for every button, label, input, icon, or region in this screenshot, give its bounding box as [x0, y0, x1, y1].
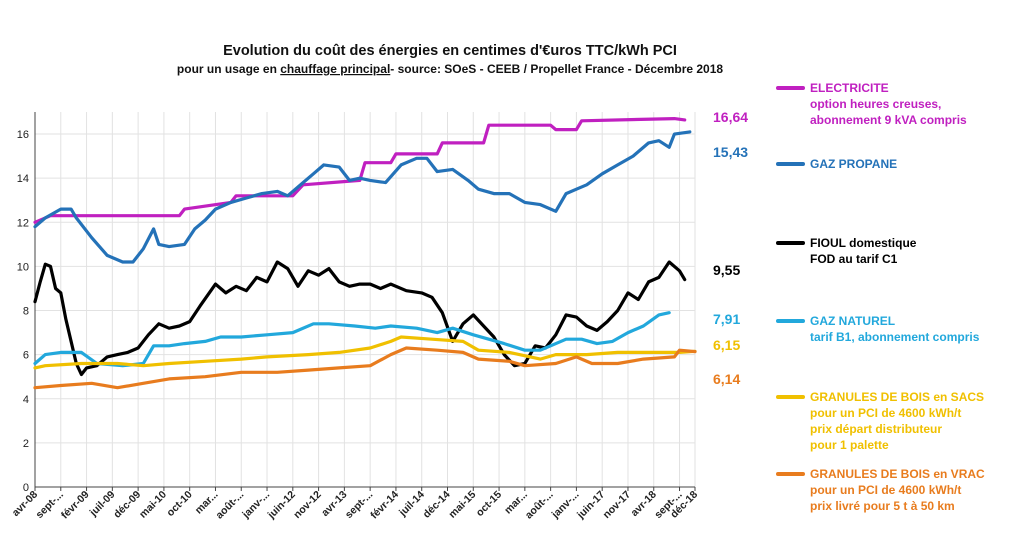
legend-text-fioul-domestique: FIOUL domestique: [810, 236, 917, 250]
series-line-gaz-naturel: [33, 311, 671, 368]
x-tick-label: nov-17: [601, 489, 634, 522]
series-line-electricite: [33, 116, 687, 224]
legend-text-granules-de-bois-en-sacs: pour un PCI de 4600 kWh/t: [810, 406, 961, 420]
x-tick-label: janv-...: [239, 489, 272, 522]
end-label-fioul-domestique: 9,55: [713, 262, 740, 278]
x-tick-label: oct-10: [164, 489, 194, 519]
y-tick-label: 0: [23, 482, 29, 494]
y-tick-label: 14: [17, 173, 29, 185]
legend-text-gaz-propane: GAZ PROPANE: [810, 157, 897, 171]
x-tick-label: janv-...: [549, 489, 582, 522]
legend-text-fioul-domestique: FOD au tarif C1: [810, 252, 898, 266]
x-tick-label: oct-15: [474, 489, 504, 519]
x-tick-label: févr-14: [368, 489, 401, 522]
x-tick-label: août-...: [214, 489, 247, 522]
x-tick-label: déc-14: [421, 489, 453, 521]
x-axis-ticks: avr-08sept-...févr-09juil-09déc-09mai-10…: [10, 487, 700, 522]
end-label-granules-de-bois-en-sacs: 6,15: [713, 337, 740, 353]
legend-text-granules-de-bois-en-sacs: pour 1 palette: [810, 438, 889, 452]
end-label-granules-de-bois-en-vrac: 6,14: [713, 371, 740, 387]
end-label-electricite: 16,64: [713, 109, 748, 125]
chart-subtitle: pour un usage en chauffage principal- so…: [177, 62, 723, 76]
x-tick-label: août-...: [523, 489, 556, 522]
y-tick-label: 8: [23, 306, 29, 318]
end-label-gaz-propane: 15,43: [713, 144, 748, 160]
y-tick-label: 4: [23, 394, 29, 406]
x-tick-label: févr-09: [59, 489, 92, 522]
series-line-granules-de-bois-en-sacs: [33, 335, 697, 370]
chart-title: Evolution du coût des énergies en centim…: [223, 43, 677, 59]
legend-text-granules-de-bois-en-sacs: GRANULES DE BOIS en SACS: [810, 390, 984, 404]
x-tick-label: juin-12: [265, 489, 298, 522]
y-tick-label: 6: [23, 350, 29, 362]
y-tick-label: 10: [17, 261, 29, 273]
legend-text-electricite: option heures creuses,: [810, 97, 941, 111]
y-tick-label: 2: [23, 438, 29, 450]
grid: [34, 112, 696, 488]
series-line-granules-de-bois-en-vrac: [33, 346, 697, 390]
series-line-fioul-domestique: [33, 260, 687, 377]
y-tick-label: 16: [17, 129, 29, 141]
legend-text-gaz-naturel: GAZ NATUREL: [810, 314, 895, 328]
x-tick-label: nov-12: [291, 489, 324, 522]
x-tick-label: mai-15: [446, 489, 478, 521]
series-line-gaz-propane: [33, 130, 692, 264]
end-label-gaz-naturel: 7,91: [713, 311, 740, 327]
end-labels: 16,64 15,43 9,55 7,91 6,15 6,14: [713, 109, 748, 387]
y-tick-label: 12: [17, 217, 29, 229]
x-tick-label: déc-09: [111, 489, 143, 521]
legend-text-electricite: ELECTRICITE: [810, 81, 889, 95]
y-axis-ticks: 0 2 4 6 8 10 12 14 16: [17, 129, 29, 494]
legend-text-granules-de-bois-en-vrac: pour un PCI de 4600 kWh/t: [810, 483, 961, 497]
series-lines: [33, 116, 697, 390]
subtitle-prefix: pour un usage en: [177, 62, 280, 76]
x-tick-label: mai-10: [137, 489, 169, 521]
legend-text-granules-de-bois-en-vrac: prix livré pour 5 t à 50 km: [810, 499, 955, 513]
legend-text-gaz-naturel: tarif B1, abonnement compris: [810, 330, 980, 344]
legend-text-granules-de-bois-en-sacs: prix départ distributeur: [810, 422, 942, 436]
legend: ELECTRICITE option heures creuses, abonnem…: [776, 81, 985, 513]
legend-text-granules-de-bois-en-vrac: GRANULES DE BOIS en VRAC: [810, 467, 985, 481]
legend-text-electricite: abonnement 9 kVA compris: [810, 113, 967, 127]
subtitle-suffix: - source: SOeS - CEEB / Propellet France…: [390, 62, 723, 76]
x-tick-label: juin-17: [574, 489, 607, 522]
subtitle-emphasis: chauffage principal: [280, 62, 390, 76]
